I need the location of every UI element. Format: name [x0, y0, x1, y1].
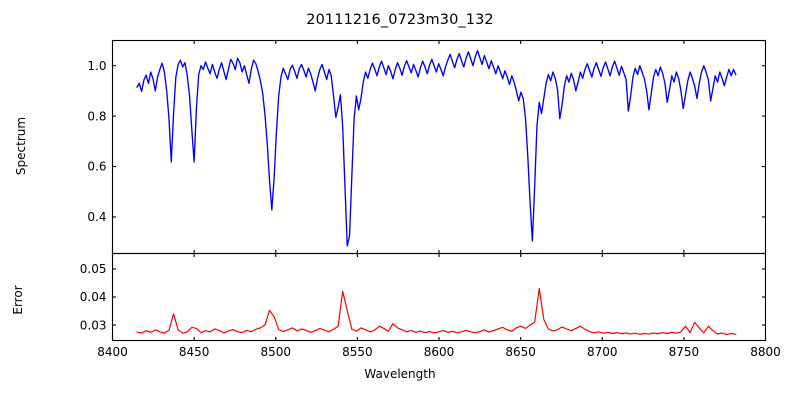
page-title: 20111216_0723m30_132: [306, 12, 494, 28]
x-axis-label: Wavelength: [364, 367, 436, 381]
y-tick-label: 0.04: [80, 290, 107, 304]
spectrum-line: [136, 49, 737, 247]
x-tick-label: 8400: [97, 345, 128, 359]
x-tick-label: 8550: [342, 345, 373, 359]
x-tick-label: 8650: [505, 345, 536, 359]
x-tick-label: 8800: [750, 345, 781, 359]
error-line: [136, 287, 737, 336]
spectrum-panel: 0.4 0.6 0.8 1.0: [87, 39, 767, 255]
error-panel: 8400 8450 8500 8550 8600 8650 8700 8750 8800 0.03…: [80, 252, 781, 359]
y-tick-label: 0.4: [87, 210, 106, 224]
x-tick-label: 8750: [669, 345, 700, 359]
x-tick-label: 8500: [260, 345, 291, 359]
x-tick-label: 8700: [587, 345, 618, 359]
error-y-axis-label: Error: [11, 285, 25, 315]
y-tick-label: 0.8: [87, 109, 106, 123]
spectrum-y-axis-label: Spectrum: [14, 116, 28, 176]
y-tick-label: 0.6: [87, 160, 106, 174]
x-tick-label: 8600: [424, 345, 455, 359]
y-tick-label: 0.05: [80, 262, 107, 276]
x-tick-label: 8450: [179, 345, 210, 359]
y-tick-label: 1.0: [87, 59, 106, 73]
y-tick-label: 0.03: [80, 318, 107, 332]
